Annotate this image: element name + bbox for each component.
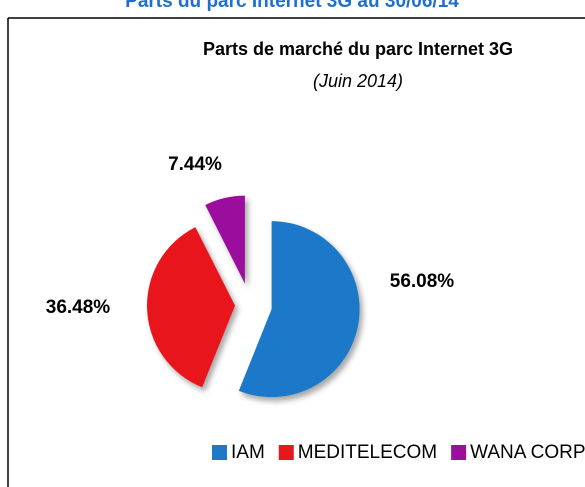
legend-label: MEDITELECOM bbox=[298, 442, 437, 463]
pie-slice bbox=[205, 195, 245, 284]
data-label: 56.08% bbox=[390, 271, 455, 292]
page-title: Parts du parc Internet 3G au 30/06/14 bbox=[125, 0, 459, 12]
legend-swatch bbox=[278, 445, 294, 460]
legend-label: IAM bbox=[231, 442, 265, 463]
pie bbox=[147, 195, 360, 398]
legend-swatch bbox=[212, 445, 227, 460]
pie-slice bbox=[147, 227, 236, 388]
legend-label: WANA CORPORATE bbox=[470, 442, 585, 463]
pie-slice bbox=[238, 221, 360, 398]
data-label: 7.44% bbox=[168, 154, 222, 175]
data-label: 36.48% bbox=[46, 297, 111, 318]
chart-subtitle: (Juin 2014) bbox=[313, 71, 403, 91]
legend-swatch bbox=[451, 445, 467, 460]
chart-title: Parts de marché du parc Internet 3G bbox=[203, 39, 513, 59]
